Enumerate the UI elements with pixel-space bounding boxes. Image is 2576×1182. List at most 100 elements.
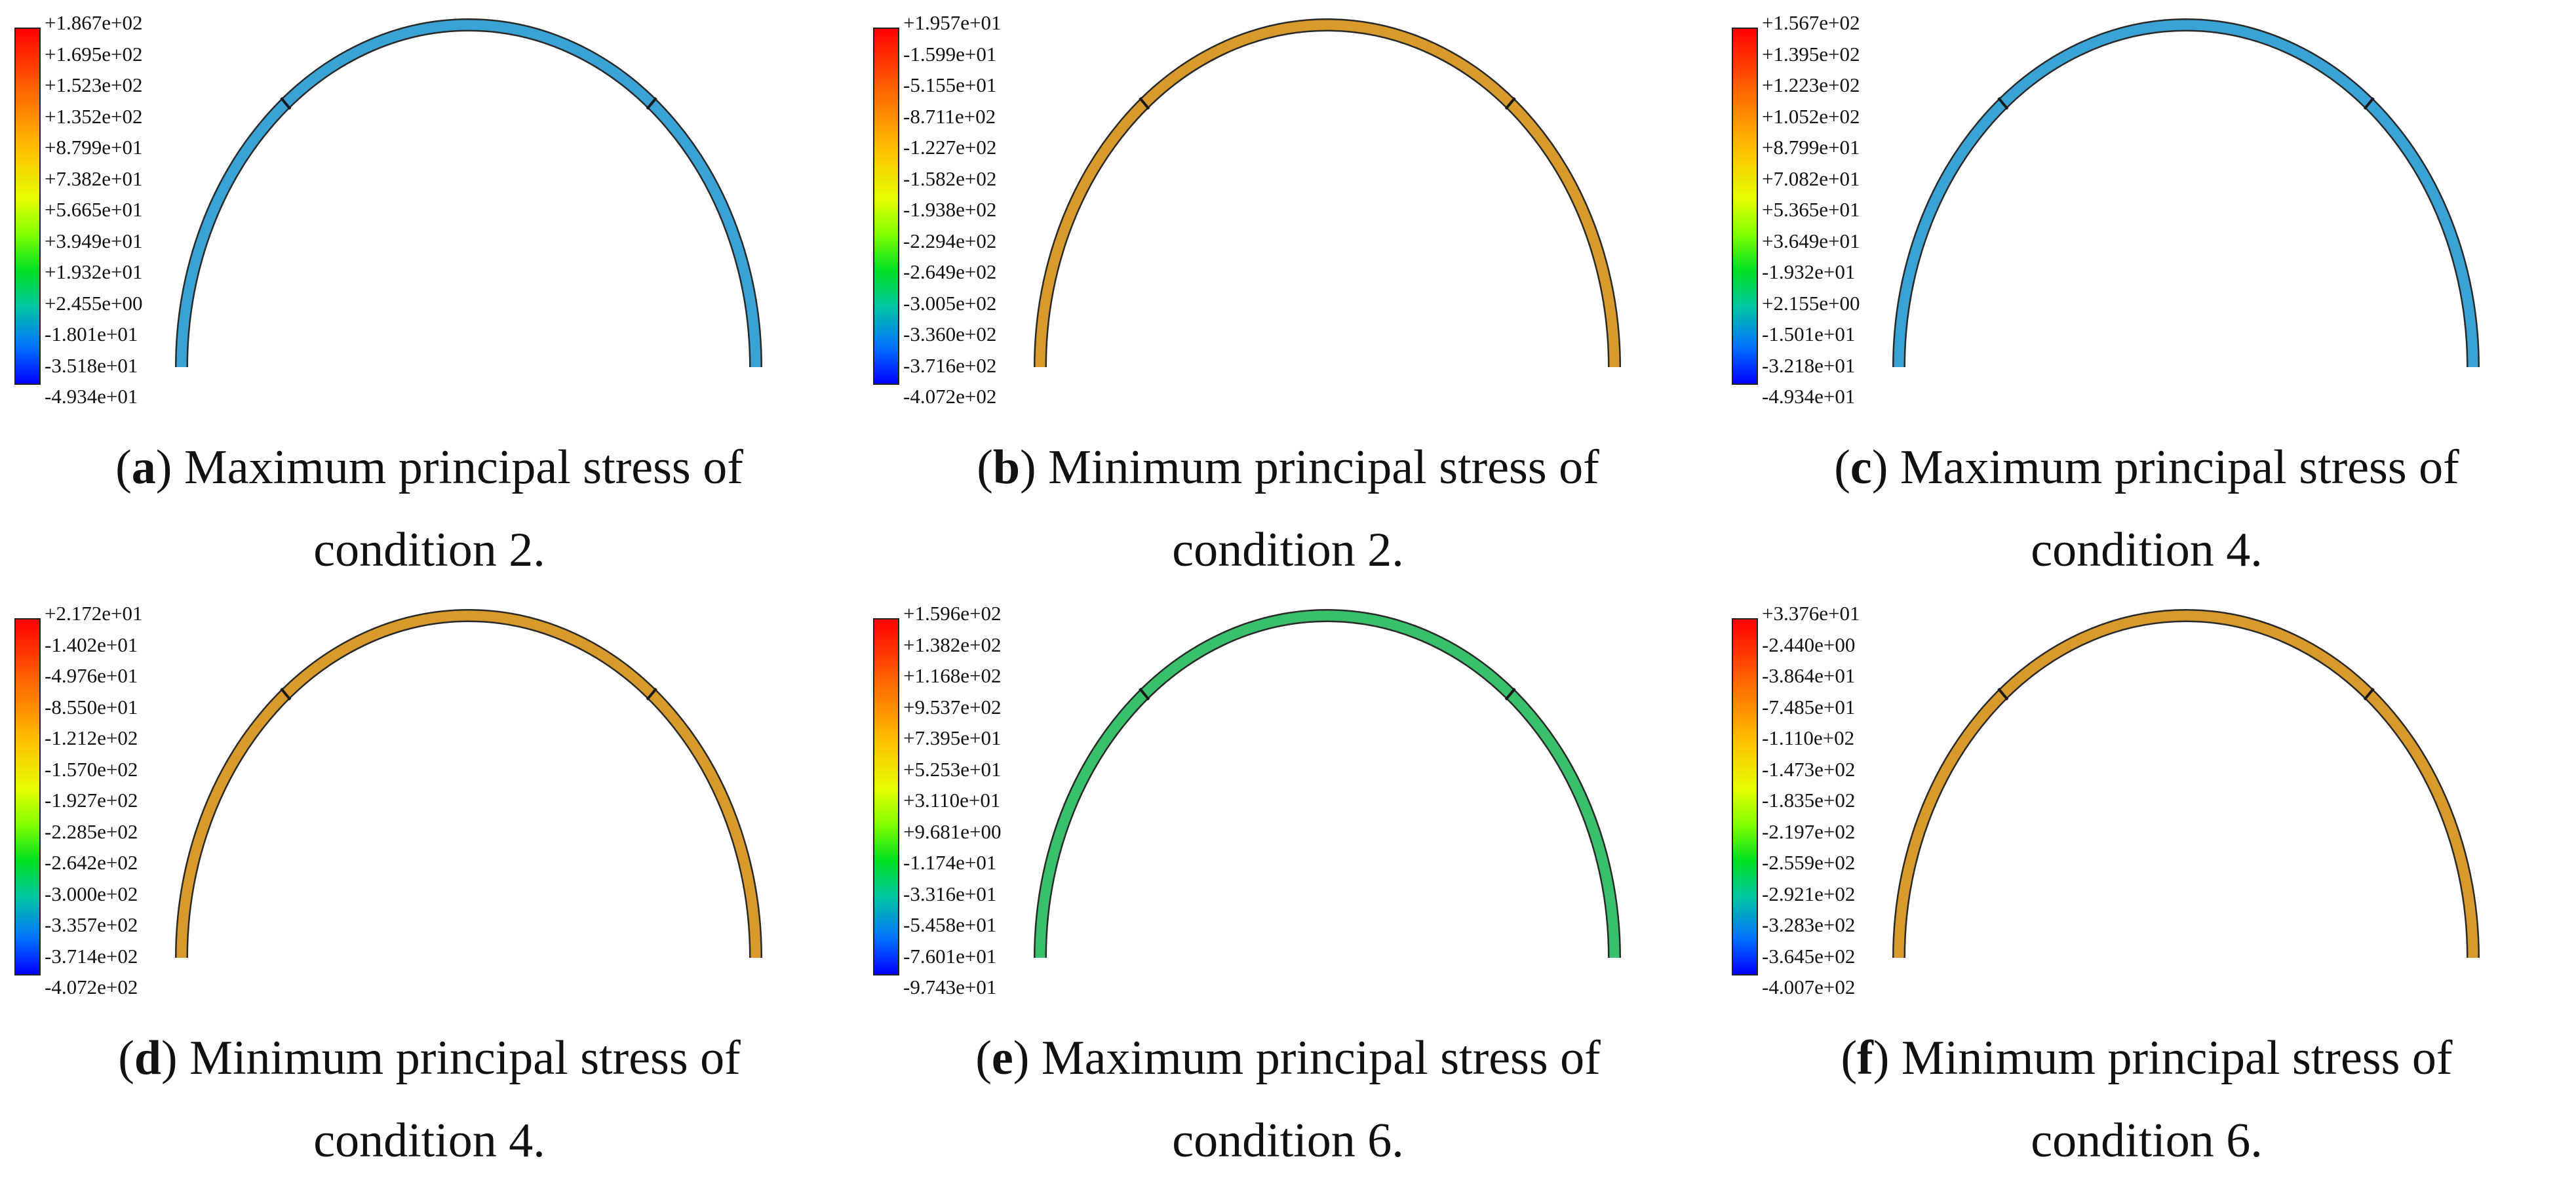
arch-joint-mark	[1504, 97, 1516, 110]
arch-outline	[1034, 18, 1621, 368]
panel-letter: f	[1857, 1031, 1873, 1085]
caption-line-1: (d) Minimum principal stress of	[118, 1031, 741, 1085]
arch-fill	[1894, 610, 2478, 958]
legend-tick-label: -3.005e+02	[903, 291, 997, 315]
legend-tick-label: +1.567e+02	[1762, 11, 1860, 34]
legend-tick-label: -8.711e+02	[903, 104, 996, 128]
caption-line-2: condition 6.	[2031, 1114, 2263, 1168]
legend-tick-label: -1.938e+02	[903, 198, 997, 221]
legend-tick-label: +1.352e+02	[45, 104, 143, 128]
caption-line-2: condition 2.	[313, 523, 545, 577]
caption-line-1: (a) Maximum principal stress of	[115, 441, 743, 494]
arch-fill	[1035, 20, 1620, 368]
arch-outline	[175, 18, 762, 368]
panel-f: +3.376e+01 -2.440e+00 -3.864e+01 -7.485e+01…	[1717, 591, 2576, 1181]
panel-caption: (b) Minimum principal stress of condition…	[895, 426, 1681, 591]
legend-tick-label: -1.835e+02	[1762, 789, 1856, 812]
arch-joint-mark	[2363, 97, 2375, 110]
caption-line-1: (c) Maximum principal stress of	[1834, 441, 2459, 494]
arch-joint-mark	[2363, 688, 2375, 701]
caption-text: Minimum principal stress of	[189, 1031, 741, 1085]
legend-tick-label: -4.072e+02	[45, 975, 138, 998]
legend-tick-label: -2.294e+02	[903, 229, 997, 252]
legend-tick-label: -5.458e+01	[903, 913, 997, 936]
legend-tick-label: +9.681e+00	[903, 819, 1002, 843]
legend-labels: +1.867e+02 +1.695e+02 +1.523e+02 +1.352e+02…	[45, 12, 215, 408]
panel-caption: (c) Maximum principal stress of condition…	[1753, 426, 2540, 591]
legend-labels: +1.596e+02 +1.382e+02 +1.168e+02 +9.537e+02…	[903, 602, 1074, 998]
panel-c: +1.567e+02 +1.395e+02 +1.223e+02 +1.052e+02…	[1717, 0, 2576, 591]
legend-tick-label: -3.864e+01	[1762, 664, 1856, 687]
legend-tick-label: +1.957e+01	[903, 11, 1002, 34]
legend-tick-label: -1.927e+02	[45, 789, 138, 812]
legend-tick-label: +8.799e+01	[45, 136, 143, 159]
arch-joint-mark	[1504, 688, 1516, 701]
legend-tick-label: +1.382e+02	[903, 633, 1002, 656]
caption-line-1: (b) Minimum principal stress of	[977, 441, 1599, 494]
legend-tick-label: +3.110e+01	[903, 789, 1001, 812]
panel-letter: b	[992, 441, 1020, 494]
legend-tick-label: -3.218e+01	[1762, 353, 1856, 377]
legend-tick-label: -3.000e+02	[45, 882, 138, 905]
legend-labels: +1.567e+02 +1.395e+02 +1.223e+02 +1.052e+02…	[1762, 11, 1932, 408]
legend-tick-label: -1.227e+02	[903, 136, 997, 159]
legend-tick-label: -2.440e+00	[1762, 633, 1856, 656]
legend-tick-label: -4.934e+01	[45, 385, 138, 408]
legend-labels: +1.957e+01 -1.599e+01 -5.155e+01 -8.711e+02…	[903, 11, 1074, 408]
panel-letter: d	[134, 1031, 161, 1085]
panel-caption: (a) Maximum principal stress of condition…	[36, 426, 823, 591]
arch-lining	[1034, 18, 1621, 368]
arch-lining	[1034, 609, 1621, 958]
legend-tick-label: -1.801e+01	[45, 323, 138, 345]
legend-tick-label: -1.402e+01	[45, 633, 138, 656]
legend-tick-label: +8.799e+01	[1762, 136, 1860, 159]
arch-joint-mark	[280, 97, 292, 110]
legend-tick-label: +1.596e+02	[903, 602, 1002, 625]
panel-caption: (f) Minimum principal stress of condition…	[1753, 1017, 2540, 1182]
legend-tick-label: -8.550e+01	[45, 695, 138, 719]
legend-tick-label: +1.052e+02	[1762, 104, 1860, 128]
legend-tick-label: -5.155e+01	[903, 73, 997, 96]
legend-tick-label: +3.949e+01	[45, 229, 143, 252]
legend-tick-label: +5.253e+01	[903, 757, 1002, 781]
caption-line-1: (f) Minimum principal stress of	[1841, 1031, 2453, 1085]
caption-text: Maximum principal stress of	[1900, 441, 2459, 494]
arch-joint-mark	[646, 97, 657, 110]
legend-tick-label: +5.665e+01	[45, 198, 143, 221]
panel-caption: (e) Maximum principal stress of condition…	[895, 1017, 1681, 1182]
legend-tick-label: -1.932e+01	[1762, 260, 1856, 283]
legend-tick-label: -4.072e+02	[903, 385, 997, 408]
caption-text: Minimum principal stress of	[1048, 441, 1599, 494]
legend-tick-label: +1.695e+02	[45, 42, 143, 66]
panel-letter: c	[1850, 441, 1872, 494]
caption-line-2: condition 2.	[1172, 523, 1404, 577]
legend-tick-label: -1.501e+01	[1762, 323, 1856, 345]
caption-text: Minimum principal stress of	[1901, 1031, 2453, 1085]
caption-text: Maximum principal stress of	[184, 441, 743, 494]
arch-fill	[176, 20, 761, 368]
panel-e: +1.596e+02 +1.382e+02 +1.168e+02 +9.537e+02…	[859, 591, 1717, 1181]
legend-tick-label: +1.168e+02	[903, 664, 1002, 687]
arch-lining	[175, 18, 762, 368]
legend-tick-label: -1.473e+02	[1762, 757, 1856, 781]
legend-tick-label: +3.376e+01	[1762, 602, 1860, 625]
legend-tick-label: -1.570e+02	[45, 757, 138, 781]
legend-tick-label: -4.007e+02	[1762, 975, 1856, 998]
legend-tick-label: -3.716e+02	[903, 353, 997, 377]
legend-tick-label: +2.455e+00	[45, 291, 143, 315]
panel-letter: e	[991, 1031, 1013, 1085]
legend-tick-label: +5.365e+01	[1762, 198, 1860, 221]
legend-tick-label: +3.649e+01	[1762, 229, 1860, 252]
caption-line-2: condition 4.	[2031, 523, 2263, 577]
legend-tick-label: -1.582e+02	[903, 167, 997, 190]
legend-tick-label: -1.174e+01	[903, 851, 997, 874]
legend-tick-label: -3.360e+02	[903, 323, 997, 345]
caption-line-2: condition 4.	[313, 1114, 545, 1168]
caption-line-2: condition 6.	[1172, 1114, 1404, 1168]
arch-lining	[1892, 18, 2480, 368]
panel-caption: (d) Minimum principal stress of condition…	[36, 1017, 823, 1182]
arch-joint-mark	[1139, 688, 1150, 701]
legend-tick-label: -2.285e+02	[45, 819, 138, 843]
legend-tick-label: +1.523e+02	[45, 73, 143, 96]
legend-labels: +2.172e+01 -1.402e+01 -4.976e+01 -8.550e+01…	[45, 602, 215, 998]
